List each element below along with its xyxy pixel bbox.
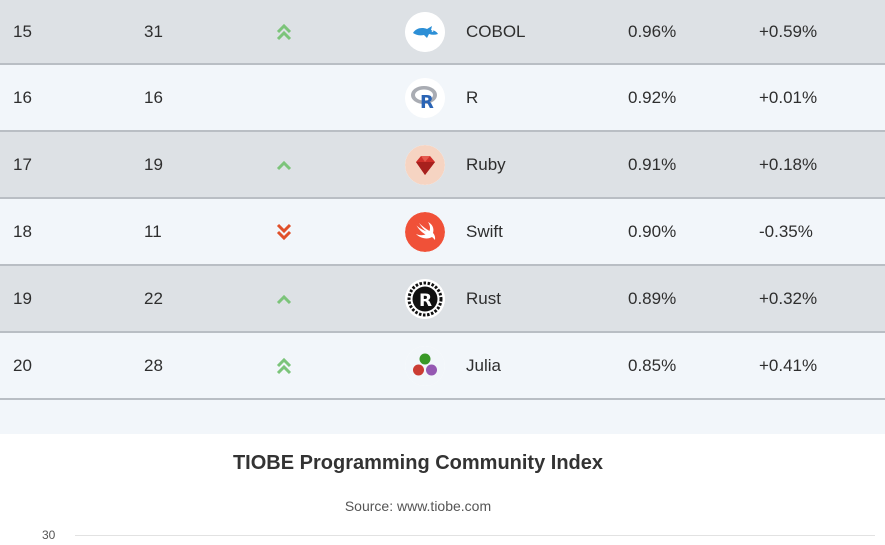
current-rank: 17 (13, 154, 32, 174)
r-icon: R (405, 77, 445, 118)
chevron-up-icon (262, 290, 388, 308)
rust-icon: R (405, 278, 445, 319)
language-name: Ruby (466, 154, 506, 174)
rating-change: +0.59% (759, 21, 818, 41)
previous-rank: 22 (144, 288, 163, 308)
chart-subtitle: Source: www.tiobe.com (344, 498, 492, 514)
current-rank: 20 (13, 355, 32, 375)
rating-value: 0.89% (628, 288, 677, 308)
rating-value: 0.96% (628, 21, 677, 41)
rating-value: 0.92% (628, 87, 677, 107)
swift-icon (405, 211, 445, 252)
table-row: 19 22 R Rust 0.89% +0.32% (0, 266, 885, 333)
language-name: Rust (466, 288, 501, 308)
table-row: 20 28 Julia 0.85% +0.41% (0, 333, 885, 400)
table-row: 16 16 R R 0.92% +0.01% (0, 65, 885, 132)
current-rank: 18 (13, 221, 32, 241)
cobol-icon (405, 11, 445, 52)
rating-change: +0.32% (759, 288, 818, 308)
current-rank: 19 (13, 288, 32, 308)
svg-text:R: R (420, 92, 434, 113)
tiobe-index-chart: TIOBE Programming Community Index Source… (0, 434, 885, 542)
chart-y-tick-label: 30 (42, 528, 56, 542)
table-row: 17 19 Ruby 0.91% +0.18% (0, 132, 885, 199)
previous-rank: 19 (144, 154, 163, 174)
language-name: COBOL (466, 21, 526, 41)
current-rank: 15 (13, 21, 32, 41)
double-chevron-up-icon (262, 357, 388, 375)
rating-change: +0.41% (759, 355, 818, 375)
rating-change: +0.01% (759, 87, 818, 107)
table-row: 18 11 Swift 0.90% -0.35% (0, 199, 885, 266)
language-name: R (466, 87, 479, 107)
chart-gridline (75, 535, 875, 536)
rating-value: 0.91% (628, 154, 677, 174)
table-row: 15 31 COBOL 0.96% +0.59% (0, 0, 885, 65)
ruby-icon (405, 144, 445, 185)
svg-text:R: R (419, 291, 432, 311)
language-ranking-table: 15 31 COBOL 0.96% +0.59% 16 16 R R 0.92% +0.01% 17 1… (0, 0, 885, 434)
chevron-up-icon (262, 156, 388, 174)
previous-rank: 28 (144, 355, 163, 375)
double-chevron-down-icon (262, 223, 388, 241)
rating-value: 0.85% (628, 355, 677, 375)
table-bottom-spacer (0, 400, 885, 434)
chart-title: TIOBE Programming Community Index (232, 452, 604, 474)
previous-rank: 16 (144, 87, 163, 107)
rating-change: +0.18% (759, 154, 818, 174)
double-chevron-up-icon (262, 23, 388, 41)
language-name: Julia (466, 355, 501, 375)
previous-rank: 11 (144, 221, 162, 241)
previous-rank: 31 (144, 21, 163, 41)
current-rank: 16 (13, 87, 32, 107)
rating-change: -0.35% (759, 221, 813, 241)
rating-value: 0.90% (628, 221, 677, 241)
language-name: Swift (466, 221, 503, 241)
julia-icon (405, 345, 445, 386)
